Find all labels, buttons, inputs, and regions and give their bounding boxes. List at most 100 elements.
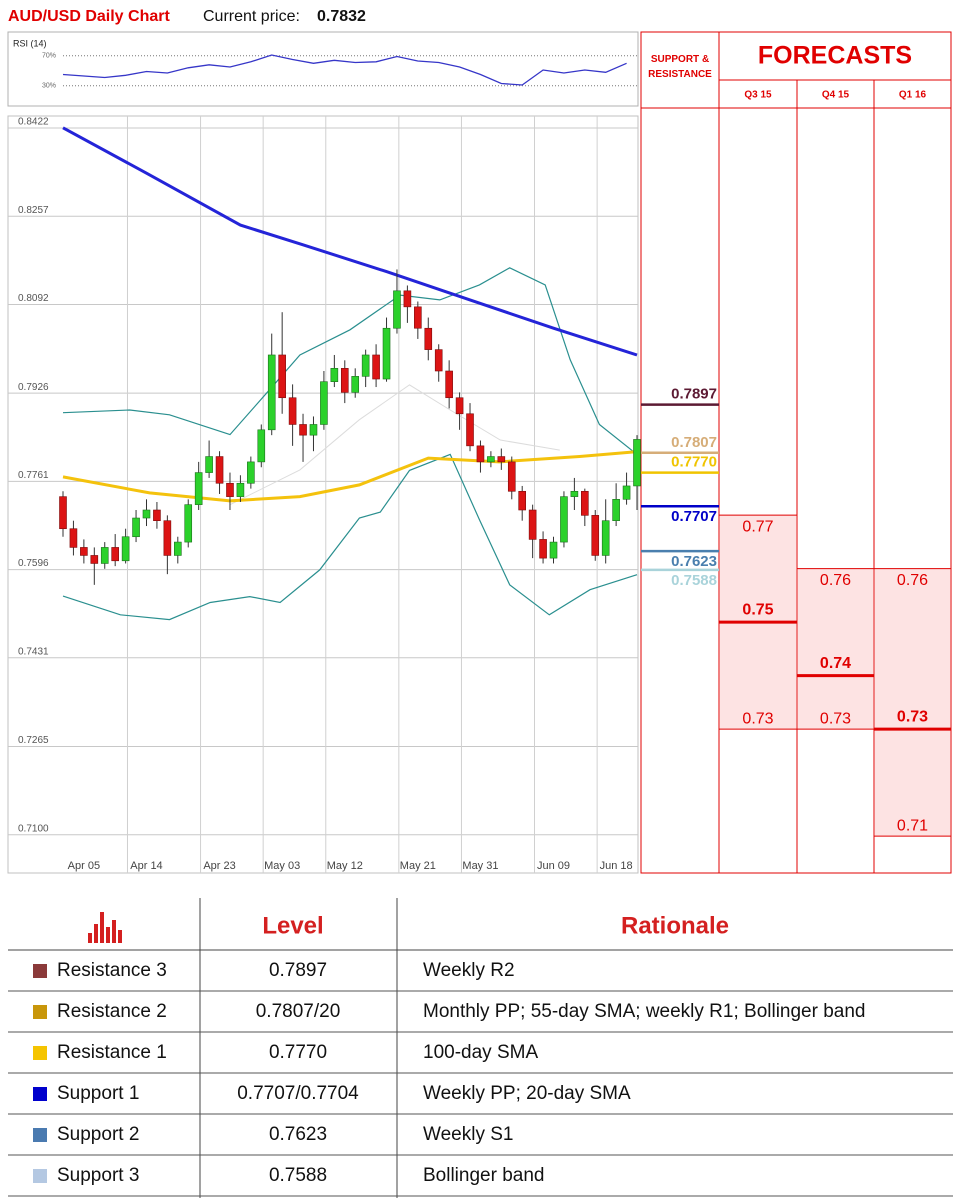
forecast-title: FORECASTS (758, 42, 912, 70)
price-panel (7, 115, 639, 874)
candle-body (174, 541, 182, 556)
candle-body (528, 509, 537, 540)
forecast-low-label: 0.73 (742, 710, 773, 727)
forecast-high-label: 0.76 (820, 572, 851, 589)
candle-body (466, 413, 474, 447)
rsi-title: RSI (14) (13, 38, 47, 48)
candle-body (163, 520, 172, 556)
candle-body (299, 424, 307, 436)
candle-body (622, 485, 631, 500)
chart-title: AUD/USD Daily Chart (8, 8, 170, 25)
level-rationale: Weekly PP; 20-day SMA (423, 1083, 631, 1104)
level-name: Support 3 (57, 1165, 139, 1186)
candle-body (267, 354, 276, 431)
level-swatch (33, 1005, 47, 1019)
candle-body (414, 306, 422, 329)
level-label: 0.7623 (671, 553, 717, 570)
candle-body (330, 368, 339, 382)
level-value: 0.7588 (269, 1165, 327, 1186)
candle-body (633, 439, 641, 487)
candle-body (257, 429, 266, 463)
candle-body (111, 547, 119, 562)
price-value: 0.7832 (317, 8, 366, 25)
level-rationale: Bollinger band (423, 1165, 544, 1186)
forecast-median-label: 0.73 (897, 708, 928, 725)
candle-body (80, 547, 88, 556)
indicator-line (62, 126, 638, 357)
level-swatch (33, 1087, 47, 1101)
candle-body (351, 376, 360, 393)
indicator-line (229, 384, 560, 506)
indicator-line (62, 453, 638, 621)
level-label: 0.7707 (671, 508, 717, 525)
candle-body (549, 541, 558, 559)
level-value: 0.7807/20 (256, 1001, 341, 1022)
candle-body (205, 456, 213, 473)
level-name: Support 2 (57, 1124, 139, 1145)
y-tick-label: 0.7431 (18, 646, 49, 657)
rsi-panel (7, 31, 639, 107)
candle-body (288, 397, 297, 425)
level-value: 0.7623 (269, 1124, 327, 1145)
x-tick-label: Jun 18 (600, 860, 633, 872)
candle-body (278, 354, 286, 399)
rsi-tick-label: 30% (42, 83, 56, 90)
quarter-label: Q4 15 (822, 90, 850, 101)
level-value: 0.7707/0.7704 (237, 1083, 359, 1104)
x-tick-label: Apr 05 (68, 860, 100, 872)
candle-body (507, 461, 516, 492)
candle-body (403, 290, 412, 308)
level-label: 0.7897 (671, 386, 717, 403)
forecast-median-label: 0.75 (742, 601, 773, 618)
level-name: Resistance 3 (57, 960, 167, 981)
forecast-high-label: 0.76 (897, 572, 928, 589)
candle-body (601, 520, 610, 556)
quarter-label: Q1 16 (899, 90, 927, 101)
candle-body (570, 490, 579, 497)
candle-body (184, 504, 193, 543)
candle-body (476, 445, 485, 463)
table-header: Rationale (621, 912, 729, 939)
x-tick-label: May 21 (400, 860, 436, 872)
candle-body (382, 327, 391, 380)
candle-body (215, 456, 224, 484)
candle-body (320, 381, 328, 425)
candle-body (560, 496, 568, 543)
sr-header: SUPPORT & RESISTANCE (648, 54, 712, 80)
level-name: Support 1 (57, 1083, 139, 1104)
x-tick-label: Apr 23 (203, 860, 235, 872)
level-rationale: 100-day SMA (423, 1042, 538, 1063)
level-rationale: Monthly PP; 55-day SMA; weekly R1; Bolli… (423, 1001, 866, 1022)
candle-body (59, 496, 67, 530)
y-tick-label: 0.7596 (18, 558, 49, 569)
level-swatch (33, 964, 47, 978)
candle-body (90, 555, 99, 564)
forecast-low-label: 0.73 (820, 710, 851, 727)
candle-body (226, 482, 234, 497)
y-tick-label: 0.7265 (18, 735, 49, 746)
rsi-tick-label: 70% (42, 53, 56, 60)
level-swatch (33, 1046, 47, 1060)
candle-body (142, 509, 151, 519)
level-rationale: Weekly S1 (423, 1124, 513, 1145)
candle-body (372, 354, 380, 380)
sr-title: SUPPORT & RESISTANCE (648, 54, 712, 80)
candle-body (612, 499, 620, 521)
price-label: Current price: (203, 8, 300, 25)
candle-body (434, 349, 443, 372)
table-icon (88, 912, 122, 943)
candle-body (309, 424, 318, 436)
candle-body (100, 547, 109, 564)
table-header: Level (262, 912, 323, 939)
x-tick-label: Jun 09 (537, 860, 570, 872)
forecast-range (875, 568, 950, 837)
candle-body (487, 456, 495, 463)
level-value: 0.7770 (269, 1042, 327, 1063)
level-label: 0.7770 (671, 454, 717, 471)
candle-body (424, 327, 433, 350)
y-tick-label: 0.8257 (18, 205, 49, 216)
candle-body (518, 490, 527, 511)
level-name: Resistance 2 (57, 1001, 167, 1022)
quarter-label: Q3 15 (744, 90, 772, 101)
x-tick-label: May 12 (327, 860, 363, 872)
